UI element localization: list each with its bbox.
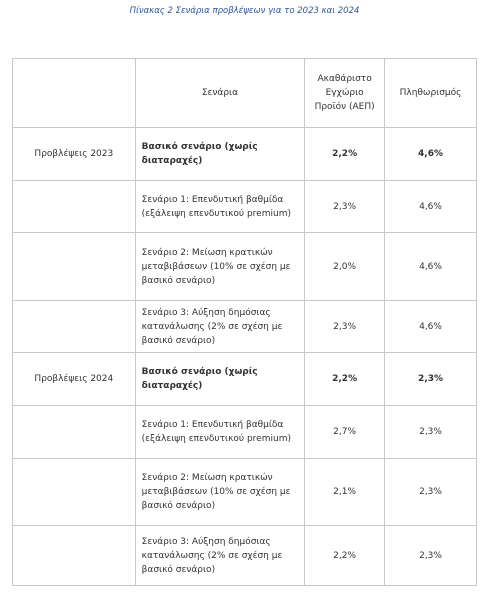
value-cell: 2,2% — [304, 525, 386, 586]
table-row: Σενάριο 2: Μείωση κρατικών μεταβιβάσεων … — [12, 458, 477, 526]
value-cell: 2,3% — [384, 405, 477, 459]
scenario-cell: Σενάριο 2: Μείωση κρατικών μεταβιβάσεων … — [134, 232, 306, 301]
value-cell: 2,3% — [384, 352, 477, 406]
table-row: Σενάριο 3: Αύξηση δημόσιας κατανάλωσης (… — [12, 300, 477, 353]
group-label: Προβλέψεις 2023 — [12, 127, 136, 181]
group-label: Προβλέψεις 2024 — [12, 352, 136, 406]
value-cell: 4,6% — [384, 232, 477, 301]
scenario-cell: Σενάριο 1: Επενδυτική βαθμίδα (εξάλειψη … — [134, 180, 306, 233]
scenario-cell: Σενάριο 3: Αύξηση δημόσιας κατανάλωσης (… — [134, 300, 306, 353]
value-cell: 2,2% — [304, 127, 386, 181]
table-row: Προβλέψεις 2024 Βασικό σενάριο (χωρίς δια… — [12, 352, 477, 406]
header-cell: Πληθωρισμός — [384, 58, 477, 128]
empty-cell — [12, 458, 136, 526]
value-cell: 2,1% — [304, 458, 386, 526]
value-cell: 2,3% — [304, 300, 386, 353]
value-cell: 2,7% — [304, 405, 386, 459]
scenario-cell: Σενάριο 3: Αύξηση δημόσιας κατανάλωσης (… — [134, 525, 306, 586]
empty-cell — [12, 232, 136, 301]
scenario-cell: Σενάριο 2: Μείωση κρατικών μεταβιβάσεων … — [134, 458, 306, 526]
value-cell: 2,3% — [304, 180, 386, 233]
header-cell: Σενάρια — [134, 58, 306, 128]
header-row: Σενάρια Ακαθάριστο Εγχώριο Προϊόν (ΑΕΠ) Πλ… — [12, 58, 477, 128]
caption: Πίνακας 2 Σενάρια προβλέψεων για το 2023… — [129, 6, 360, 16]
table-row: Προβλέψεις 2023 Βασικό σενάριο (χωρίς δια… — [12, 127, 477, 181]
header-cell — [12, 58, 136, 128]
empty-cell — [12, 405, 136, 459]
table-row: Σενάριο 3: Αύξηση δημόσιας κατανάλωσης (… — [12, 525, 477, 586]
value-cell: 2,3% — [384, 525, 477, 586]
scenario-cell: Βασικό σενάριο (χωρίς διαταραχές) — [134, 352, 306, 406]
table-row: Σενάριο 1: Επενδυτική βαθμίδα (εξάλειψη … — [12, 180, 477, 233]
value-cell: 4,6% — [384, 180, 477, 233]
value-cell: 4,6% — [384, 300, 477, 353]
table-row: Σενάριο 2: Μείωση κρατικών μεταβιβάσεων … — [12, 232, 477, 301]
value-cell: 2,3% — [384, 458, 477, 526]
scenario-cell: Βασικό σενάριο (χωρίς διαταραχές) — [134, 127, 306, 181]
empty-cell — [12, 300, 136, 353]
empty-cell — [12, 180, 136, 233]
header-cell: Ακαθάριστο Εγχώριο Προϊόν (ΑΕΠ) — [304, 58, 386, 128]
value-cell: 2,0% — [304, 232, 386, 301]
empty-cell — [12, 525, 136, 586]
scenario-cell: Σενάριο 1: Επενδυτική βαθμίδα (εξάλειψη … — [134, 405, 306, 459]
table-row: Σενάριο 1: Επενδυτική βαθμίδα (εξάλειψη … — [12, 405, 477, 459]
value-cell: 4,6% — [384, 127, 477, 181]
value-cell: 2,2% — [304, 352, 386, 406]
forecast-table: Σενάρια Ακαθάριστο Εγχώριο Προϊόν (ΑΕΠ) Πλ… — [12, 58, 477, 586]
